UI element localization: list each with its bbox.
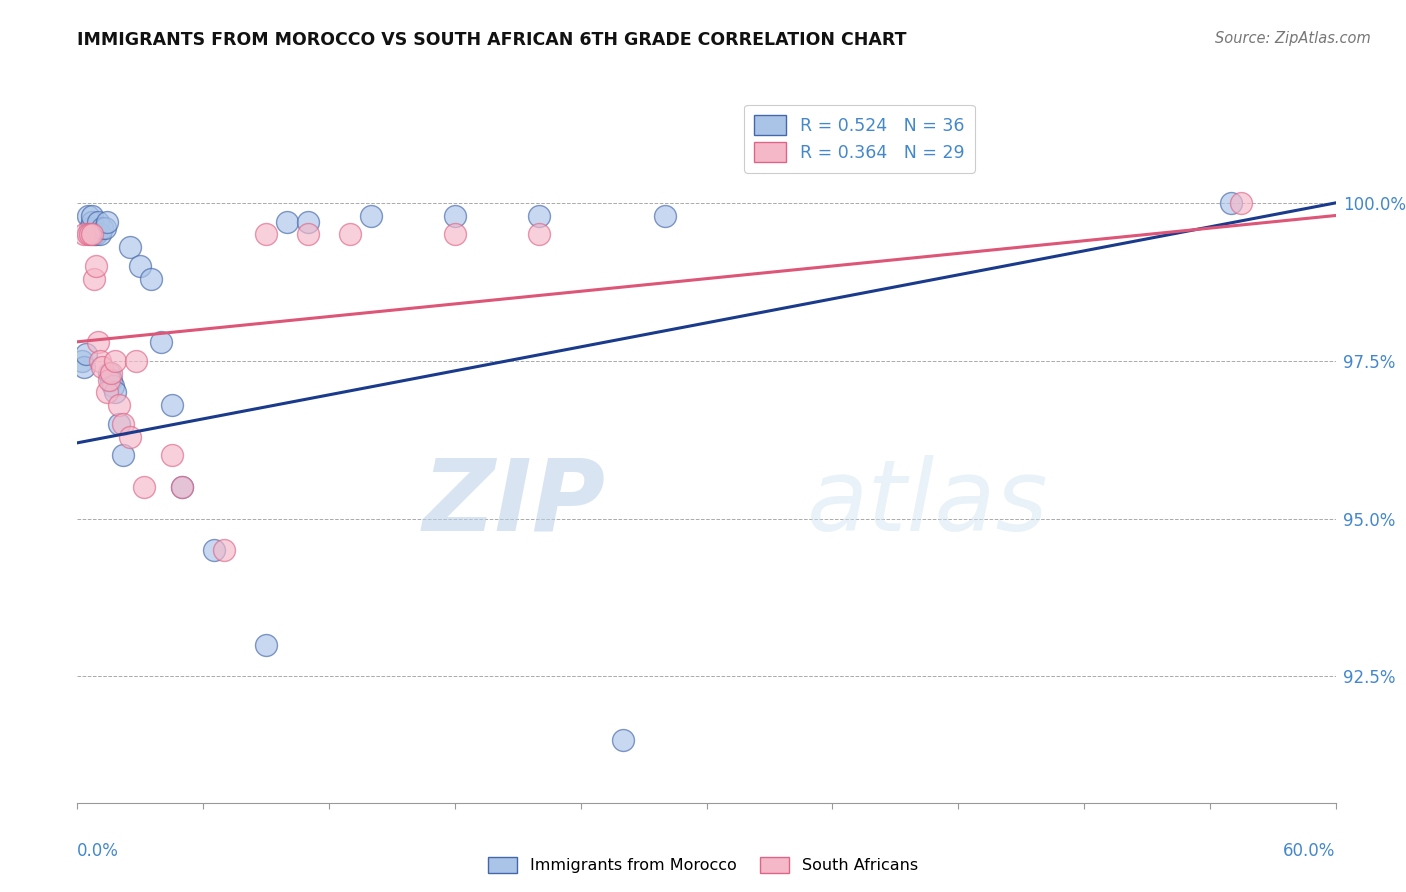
Point [1230,195,1253,210]
Point [150,334,173,349]
Point [297,215,319,229]
Point [160,398,183,412]
Point [125,353,148,368]
Point [84,259,107,273]
Point [76,227,98,242]
Point [172,480,194,494]
Point [80,209,103,223]
Point [100,373,122,387]
Point [276,215,298,229]
Point [212,543,235,558]
Point [97,367,120,381]
Point [527,209,550,223]
Text: 0.0%: 0.0% [77,842,120,860]
Point [83,271,105,285]
Text: ZIP: ZIP [423,455,606,551]
Point [96,215,118,229]
Point [112,449,135,463]
Point [80,227,103,242]
Point [108,398,131,412]
Point [254,227,277,242]
Point [76,209,98,223]
Point [297,227,319,242]
Point [100,367,122,381]
Point [96,385,118,400]
Point [70,353,93,368]
Text: 60.0%: 60.0% [1284,842,1336,860]
Point [75,347,97,361]
Point [139,271,162,285]
Text: Source: ZipAtlas.com: Source: ZipAtlas.com [1215,31,1371,46]
Point [93,221,115,235]
Point [134,480,156,494]
Point [104,353,127,368]
Point [84,227,107,242]
Text: atlas: atlas [807,455,1049,551]
Point [91,221,114,235]
Point [129,259,152,273]
Point [360,209,382,223]
Point [89,353,111,368]
Point [444,227,467,242]
Point [254,638,277,652]
Point [112,417,135,431]
Point [72,360,94,375]
Point [118,429,141,443]
Point [87,215,110,229]
Point [101,379,124,393]
Point [612,732,634,747]
Point [527,227,550,242]
Text: IMMIGRANTS FROM MOROCCO VS SOUTH AFRICAN 6TH GRADE CORRELATION CHART: IMMIGRANTS FROM MOROCCO VS SOUTH AFRICAN… [77,31,907,49]
Point [104,385,127,400]
Point [172,480,194,494]
Point [160,449,183,463]
Point [79,221,101,235]
Point [80,215,103,229]
Point [339,227,361,242]
Point [1219,195,1241,210]
Point [654,209,676,223]
Point [202,543,225,558]
Legend: Immigrants from Morocco, South Africans: Immigrants from Morocco, South Africans [482,850,924,880]
Point [91,360,114,375]
Point [87,334,110,349]
Point [444,209,467,223]
Point [108,417,131,431]
Point [89,227,111,242]
Point [79,227,101,242]
Point [97,373,120,387]
Legend: R = 0.524   N = 36, R = 0.364   N = 29: R = 0.524 N = 36, R = 0.364 N = 29 [744,105,974,173]
Point [118,240,141,254]
Point [83,227,105,242]
Point [72,227,94,242]
